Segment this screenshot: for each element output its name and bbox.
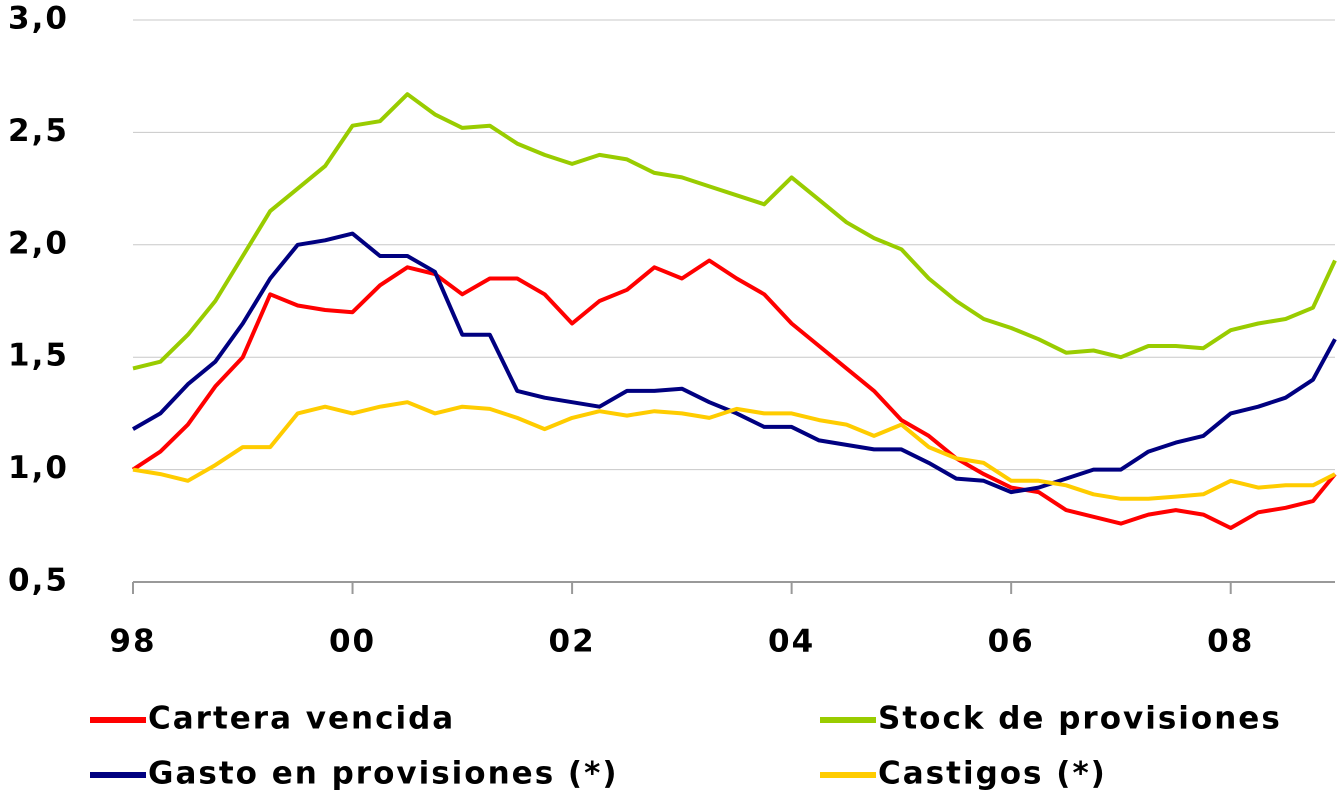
y-tick-label: 0,5	[8, 563, 69, 599]
series-line	[132, 92, 1337, 371]
legend-label: Stock de provisiones	[878, 701, 1282, 737]
y-tick-label: 3,0	[8, 1, 69, 37]
y-tick-label: 2,0	[8, 225, 69, 261]
legend-label: Gasto en provisiones (*)	[148, 756, 618, 792]
legend-label: Cartera vencida	[148, 701, 455, 737]
y-tick-label: 2,5	[8, 113, 69, 149]
y-tick-label: 1,0	[8, 450, 69, 486]
series-line	[131, 258, 1337, 530]
series-line	[132, 231, 1337, 495]
legend-label: Castigos (*)	[878, 756, 1107, 792]
x-tick-label: 98	[109, 624, 156, 660]
x-tick-label: 00	[329, 624, 376, 660]
x-tick-label: 04	[768, 624, 815, 660]
series-line	[132, 400, 1336, 501]
x-tick-label: 08	[1207, 624, 1254, 660]
y-tick-label: 1,5	[8, 338, 69, 374]
x-tick-label: 02	[549, 624, 596, 660]
x-tick-label: 06	[988, 624, 1035, 660]
